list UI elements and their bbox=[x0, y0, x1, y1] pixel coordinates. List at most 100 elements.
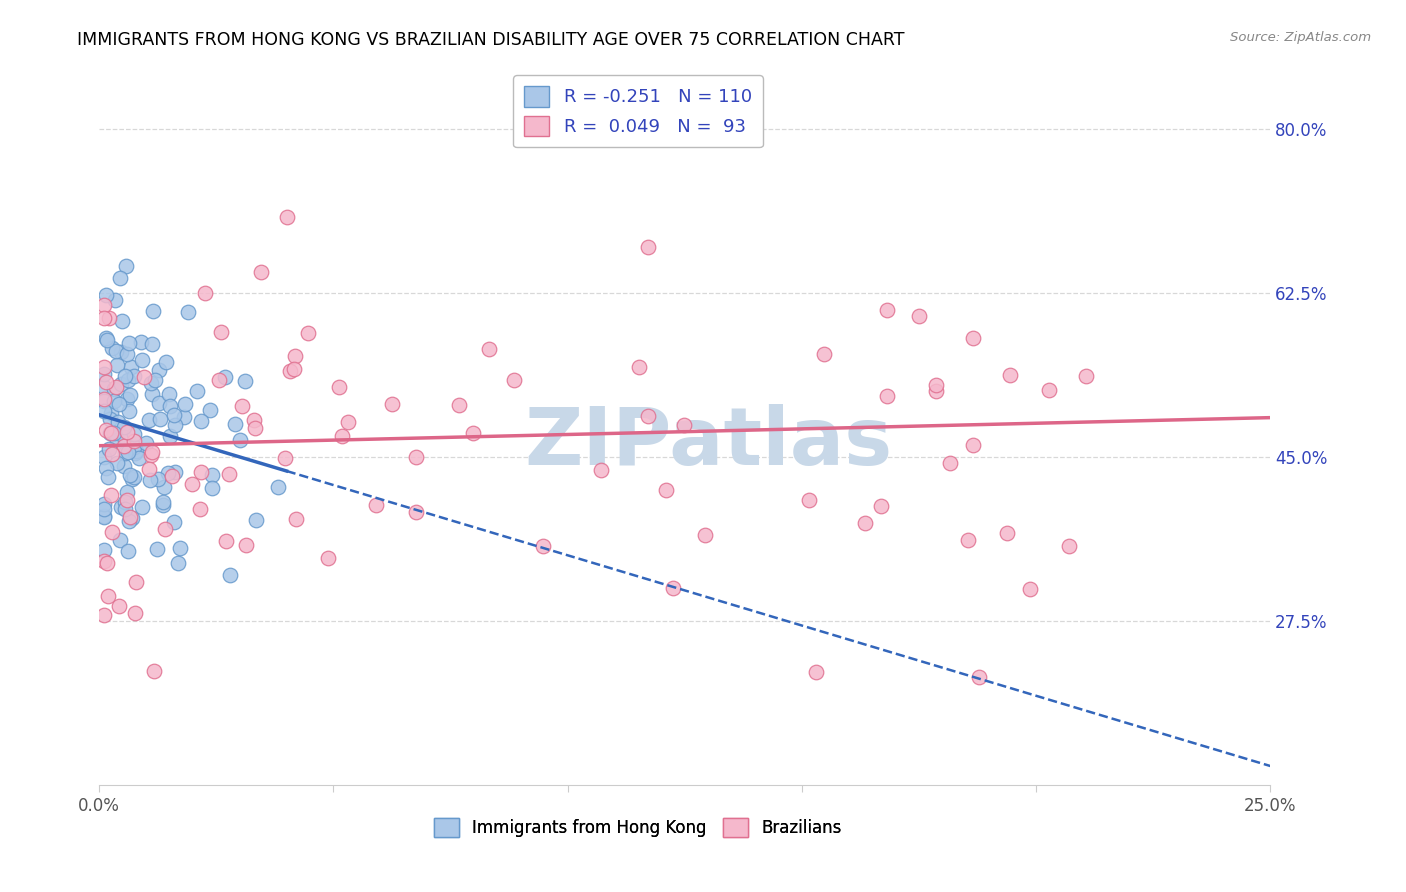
Point bbox=[155, 522, 177, 536]
Point bbox=[637, 409, 659, 424]
Point bbox=[124, 446, 146, 460]
Point bbox=[405, 505, 427, 519]
Point bbox=[125, 575, 148, 590]
Point bbox=[165, 465, 187, 479]
Point bbox=[114, 446, 136, 460]
Text: Source: ZipAtlas.com: Source: ZipAtlas.com bbox=[1230, 31, 1371, 45]
Point bbox=[121, 510, 143, 524]
Point bbox=[114, 502, 136, 516]
Point bbox=[366, 499, 388, 513]
Point bbox=[461, 425, 484, 440]
Point bbox=[297, 326, 319, 340]
Point bbox=[101, 447, 124, 461]
Point bbox=[120, 467, 142, 482]
Point bbox=[163, 408, 186, 422]
Point bbox=[157, 386, 180, 401]
Point bbox=[662, 582, 685, 596]
Point bbox=[143, 373, 166, 387]
Point bbox=[93, 367, 115, 381]
Point bbox=[813, 347, 835, 361]
Point bbox=[103, 394, 125, 409]
Point bbox=[995, 526, 1018, 541]
Point bbox=[105, 434, 128, 448]
Point bbox=[804, 665, 827, 679]
Point bbox=[100, 488, 122, 502]
Point bbox=[93, 311, 115, 326]
Point bbox=[96, 557, 118, 571]
Point bbox=[93, 360, 115, 375]
Text: ZIPatlas: ZIPatlas bbox=[524, 404, 893, 482]
Point bbox=[853, 516, 876, 531]
Point bbox=[235, 538, 257, 552]
Point bbox=[956, 533, 979, 548]
Point bbox=[152, 495, 174, 509]
Point bbox=[112, 438, 135, 452]
Point bbox=[94, 331, 117, 345]
Point bbox=[1074, 369, 1097, 384]
Point bbox=[115, 492, 138, 507]
Point bbox=[93, 502, 115, 516]
Point bbox=[141, 387, 163, 401]
Point bbox=[163, 516, 186, 530]
Point bbox=[278, 364, 301, 378]
Legend: Immigrants from Hong Kong, Brazilians: Immigrants from Hong Kong, Brazilians bbox=[427, 812, 849, 844]
Point bbox=[173, 410, 195, 425]
Point bbox=[938, 456, 960, 470]
Point bbox=[533, 540, 555, 554]
Point bbox=[108, 599, 131, 613]
Point bbox=[138, 413, 160, 427]
Point bbox=[115, 260, 138, 274]
Point bbox=[100, 341, 122, 355]
Point bbox=[129, 334, 152, 349]
Point bbox=[122, 469, 145, 483]
Point bbox=[148, 472, 170, 486]
Point bbox=[107, 415, 129, 429]
Point bbox=[105, 380, 128, 394]
Point bbox=[103, 425, 125, 440]
Point bbox=[962, 331, 984, 345]
Point bbox=[117, 484, 139, 499]
Point bbox=[148, 363, 170, 377]
Point bbox=[169, 541, 191, 556]
Point bbox=[93, 508, 115, 523]
Point bbox=[108, 396, 131, 410]
Point bbox=[97, 442, 120, 457]
Point bbox=[93, 392, 115, 406]
Point bbox=[1057, 539, 1080, 553]
Point bbox=[118, 336, 141, 351]
Point bbox=[110, 377, 132, 392]
Point bbox=[128, 450, 150, 465]
Point bbox=[159, 399, 181, 413]
Point bbox=[628, 359, 651, 374]
Text: IMMIGRANTS FROM HONG KONG VS BRAZILIAN DISABILITY AGE OVER 75 CORRELATION CHART: IMMIGRANTS FROM HONG KONG VS BRAZILIAN D… bbox=[77, 31, 905, 49]
Point bbox=[218, 467, 240, 481]
Point bbox=[111, 314, 134, 328]
Point bbox=[242, 413, 264, 427]
Point bbox=[118, 514, 141, 528]
Point bbox=[125, 443, 148, 458]
Point bbox=[93, 298, 115, 312]
Point bbox=[152, 498, 174, 512]
Point bbox=[146, 541, 169, 556]
Point bbox=[337, 415, 360, 429]
Point bbox=[186, 384, 208, 398]
Point bbox=[908, 309, 931, 323]
Point bbox=[93, 607, 115, 622]
Point bbox=[114, 495, 136, 509]
Point bbox=[118, 403, 141, 417]
Point bbox=[114, 368, 136, 383]
Point bbox=[103, 382, 125, 396]
Point bbox=[139, 376, 162, 391]
Point bbox=[117, 444, 139, 458]
Point bbox=[589, 463, 612, 477]
Point bbox=[245, 420, 267, 434]
Point bbox=[998, 368, 1021, 382]
Point bbox=[131, 500, 153, 514]
Point bbox=[180, 476, 202, 491]
Point bbox=[870, 499, 893, 513]
Point bbox=[198, 403, 221, 417]
Point bbox=[962, 438, 984, 452]
Point bbox=[93, 380, 115, 394]
Point bbox=[141, 444, 163, 458]
Point bbox=[673, 417, 696, 432]
